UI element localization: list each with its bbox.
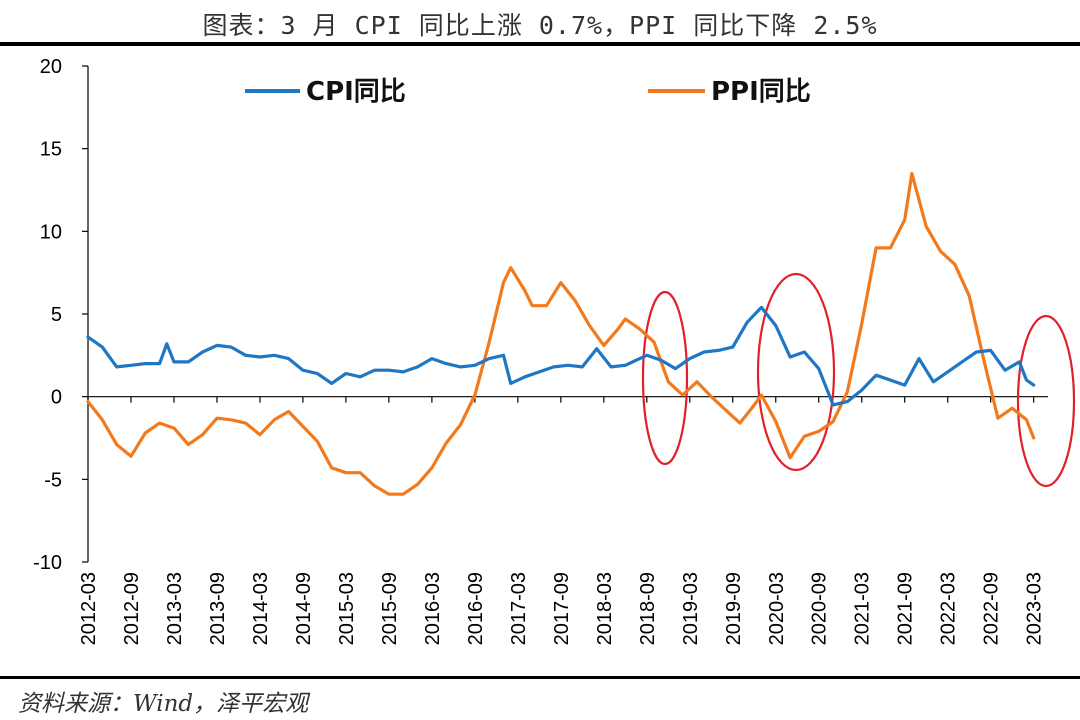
y-tick-label: -10	[33, 552, 62, 574]
x-tick-label: 2017-09	[551, 572, 573, 645]
x-tick-label: 2022-03	[938, 572, 960, 645]
y-tick-label: 15	[40, 139, 62, 161]
x-tick-label: 2014-03	[250, 572, 272, 645]
x-tick-label: 2017-03	[508, 572, 530, 645]
x-tick-label: 2019-09	[723, 572, 745, 645]
chart-title: 图表：3 月 CPI 同比上涨 0.7%，PPI 同比下降 2.5%	[202, 11, 878, 40]
y-tick-label: 10	[40, 221, 62, 243]
cpi-line	[86, 305, 1036, 407]
x-tick-label: 2020-09	[809, 572, 831, 645]
x-tick-label: 2022-09	[981, 572, 1003, 645]
y-tick-label: -5	[44, 469, 62, 491]
legend: CPI同比 PPI同比	[245, 77, 811, 107]
annotation-ellipses	[641, 272, 1076, 488]
x-tick-label: 2013-03	[164, 572, 186, 645]
x-tick-label: 2015-03	[336, 572, 358, 645]
x-tick-label: 2015-09	[379, 572, 401, 645]
highlight-ellipse-1	[641, 290, 689, 466]
x-tick-label: 2019-03	[680, 572, 702, 645]
x-tick-label: 2021-03	[852, 572, 874, 645]
x-tick-label: 2020-03	[766, 572, 788, 645]
axes: -10 -5 0 5 10 15 20 2012-03 2012-09 2013-03 2013-0…	[33, 56, 1048, 645]
legend-label-ppi: PPI同比	[711, 77, 811, 107]
highlight-ellipse-3	[1016, 314, 1076, 488]
y-tick-label: 0	[51, 387, 62, 409]
x-tick-label: 2016-03	[422, 572, 444, 645]
x-tick-label: 2016-09	[465, 572, 487, 645]
y-tick-label: 5	[51, 304, 62, 326]
x-tick-label: 2013-09	[207, 572, 229, 645]
x-tick-label: 2012-03	[78, 572, 100, 645]
source-note: 资料来源：Wind，泽平宏观	[18, 691, 309, 717]
x-tick-label: 2018-03	[594, 572, 616, 645]
series-lines	[86, 171, 1036, 496]
y-tick-label: 20	[40, 56, 62, 78]
highlight-ellipse-2	[756, 272, 836, 472]
x-tick-label: 2014-09	[293, 572, 315, 645]
legend-label-cpi: CPI同比	[306, 77, 406, 107]
x-tick-label: 2018-09	[637, 572, 659, 645]
x-tick-label: 2023-03	[1024, 572, 1046, 645]
x-tick-label: 2021-09	[895, 572, 917, 645]
top-rule	[0, 42, 1080, 46]
bottom-rule	[0, 676, 1080, 679]
ppi-line	[86, 171, 1036, 496]
x-tick-label: 2012-09	[121, 572, 143, 645]
